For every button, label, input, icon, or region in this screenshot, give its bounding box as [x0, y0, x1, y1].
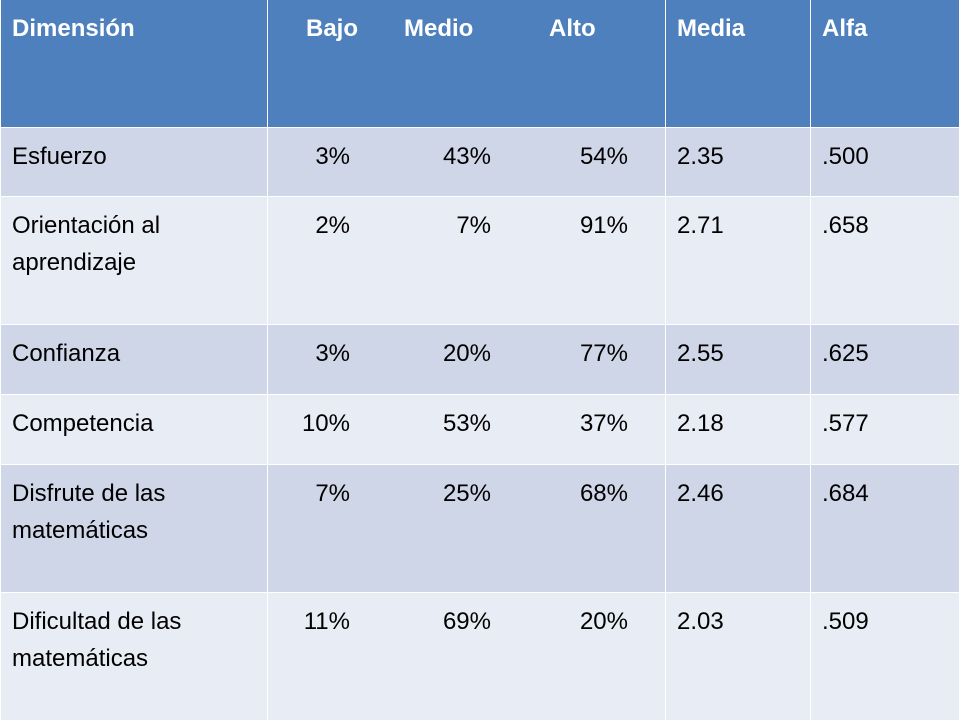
cell-dimension: Dificultad de las matemáticas	[1, 593, 268, 720]
cell-mid: 20%	[442, 340, 491, 367]
table-header-row: Dimensión Bajo Medio Alto Media Alfa	[1, 0, 959, 127]
header-high: Alto	[549, 15, 596, 42]
cell-high: 77%	[579, 340, 628, 367]
cell-mean: 2.46	[666, 465, 811, 593]
cell-low: 3%	[315, 340, 350, 367]
cell-low: 10%	[301, 410, 350, 437]
cell-high: 37%	[579, 410, 628, 437]
cell-distribution: 11% 69% 20%	[268, 593, 666, 720]
cell-high: 54%	[579, 143, 628, 170]
cell-low: 3%	[315, 143, 350, 170]
cell-distribution: 3% 20% 77%	[268, 325, 666, 395]
cell-high: 20%	[579, 608, 628, 635]
cell-mean: 2.35	[666, 128, 811, 197]
table-row: Dificultad de las matemáticas 11% 69% 20…	[1, 592, 959, 720]
cell-mid: 43%	[442, 143, 491, 170]
cell-mid: 25%	[442, 480, 491, 507]
cell-dimension: Orientación al aprendizaje	[1, 197, 268, 325]
table-row: Orientación al aprendizaje 2% 7% 91% 2.7…	[1, 196, 959, 325]
table-row: Esfuerzo 3% 43% 54% 2.35 .500	[1, 127, 959, 197]
cell-mid: 53%	[442, 410, 491, 437]
cell-alpha: .509	[822, 608, 869, 635]
header-low: Bajo	[306, 15, 359, 42]
table-row: Competencia 10% 53% 37% 2.18 .577	[1, 394, 959, 465]
table-row: Confianza 3% 20% 77% 2.55 .625	[1, 324, 959, 395]
header-mean: Media	[666, 0, 811, 127]
cell-alpha: .625	[822, 340, 869, 367]
cell-dimension: Esfuerzo	[1, 128, 268, 197]
cell-distribution: 3% 43% 54%	[268, 128, 666, 197]
cell-mid: 7%	[456, 212, 491, 239]
cell-high: 91%	[579, 212, 628, 239]
cell-low: 11%	[303, 608, 350, 635]
header-alpha: Alfa	[822, 15, 868, 42]
cell-mean: 2.71	[666, 197, 811, 325]
cell-dimension: Competencia	[1, 395, 268, 465]
cell-alpha: .577	[822, 410, 869, 437]
cell-alpha: .658	[822, 212, 869, 239]
cell-dimension: Confianza	[1, 325, 268, 395]
cell-dimension: Disfrute de las matemáticas	[1, 465, 268, 593]
cell-mean: 2.18	[666, 395, 811, 465]
cell-distribution: 7% 25% 68%	[268, 465, 666, 593]
cell-mean: 2.55	[666, 325, 811, 395]
cell-distribution: 2% 7% 91%	[268, 197, 666, 325]
cell-mid: 69%	[442, 608, 491, 635]
cell-alpha: .500	[822, 143, 869, 170]
cell-alpha: .684	[822, 480, 869, 507]
header-distribution: Bajo Medio Alto	[268, 0, 666, 127]
header-dimension: Dimensión	[1, 0, 268, 127]
header-mid: Medio	[404, 15, 474, 42]
cell-mean: 2.03	[666, 593, 811, 720]
cell-high: 68%	[579, 480, 628, 507]
cell-distribution: 10% 53% 37%	[268, 395, 666, 465]
cell-low: 7%	[315, 480, 350, 507]
table-row: Disfrute de las matemáticas 7% 25% 68% 2…	[1, 464, 959, 593]
cell-low: 2%	[315, 212, 350, 239]
